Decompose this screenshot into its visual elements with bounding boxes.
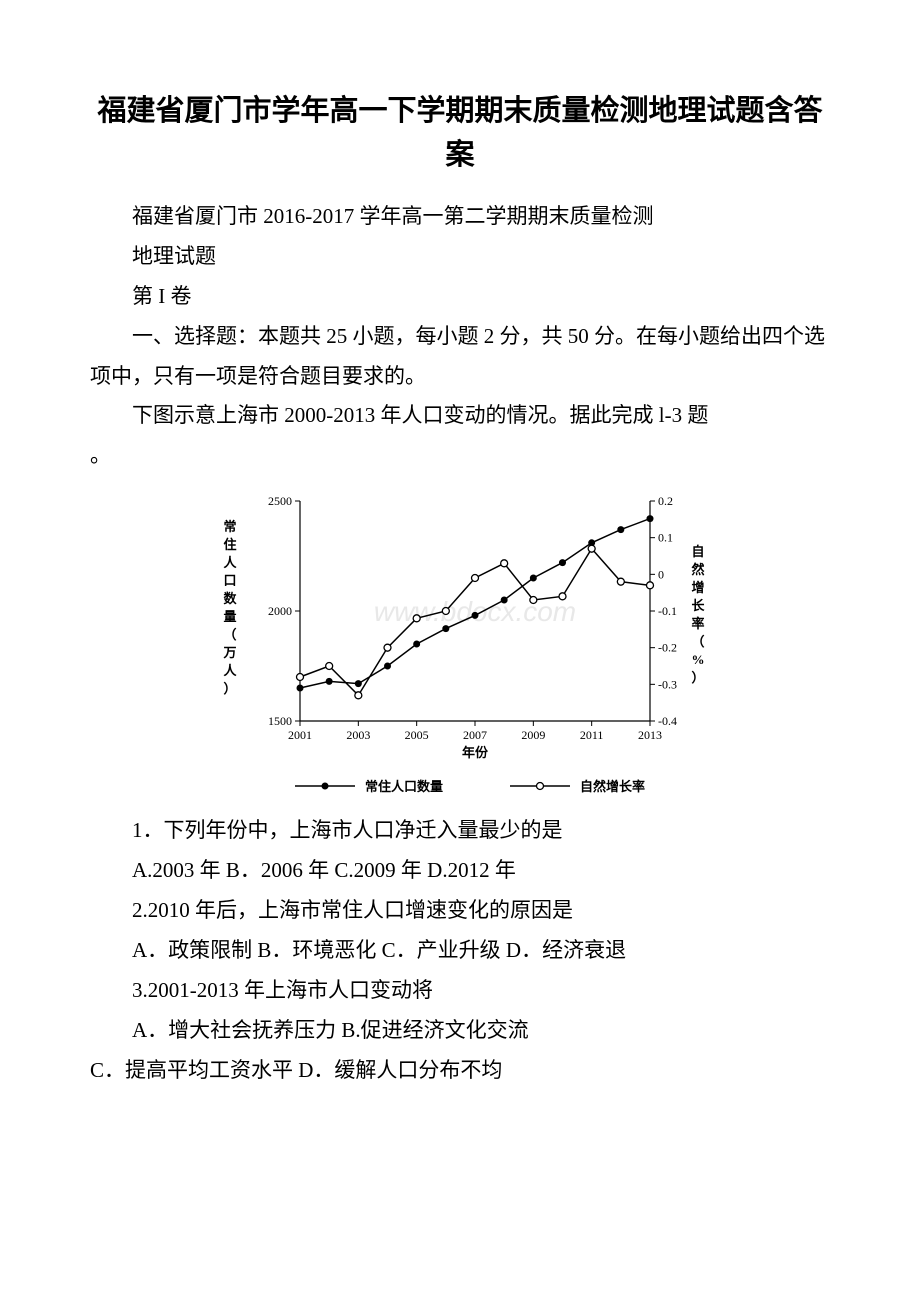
svg-text:常: 常: [223, 519, 236, 534]
svg-text:量: 量: [223, 609, 236, 624]
svg-text:年份: 年份: [462, 745, 489, 760]
svg-text:然: 然: [691, 562, 704, 577]
document-title: 福建省厦门市学年高一下学期期末质量检测地理试题含答案: [90, 90, 830, 177]
svg-text:人: 人: [223, 555, 237, 570]
svg-text:-0.2: -0.2: [658, 641, 677, 655]
svg-text:2500: 2500: [268, 494, 292, 508]
svg-text:）: ）: [223, 681, 236, 696]
svg-text:2007: 2007: [463, 728, 487, 742]
question-3-options-2: C．提高平均工资水平 D．缓解人口分布不均: [90, 1051, 830, 1091]
question-1: 1．下列年份中，上海市人口净迁入量最少的是: [90, 811, 830, 851]
svg-text:率: 率: [691, 616, 704, 631]
svg-text:2011: 2011: [580, 728, 604, 742]
svg-text:0.1: 0.1: [658, 531, 673, 545]
svg-text:（: （: [223, 627, 236, 642]
svg-text:万: 万: [222, 645, 236, 660]
svg-text:-0.3: -0.3: [658, 678, 677, 692]
question-2-options: A．政策限制 B．环境恶化 C．产业升级 D．经济衰退: [90, 931, 830, 971]
question-1-options: A.2003 年 B．2006 年 C.2009 年 D.2012 年: [90, 851, 830, 891]
svg-text:长: 长: [691, 598, 705, 613]
svg-text:数: 数: [223, 591, 237, 606]
paragraph-5b: 。: [90, 436, 830, 476]
svg-text:常住人口数量: 常住人口数量: [365, 779, 443, 794]
svg-text:）: ）: [691, 670, 704, 685]
svg-text:1500: 1500: [268, 714, 292, 728]
question-2: 2.2010 年后，上海市常住人口增速变化的原因是: [90, 891, 830, 931]
svg-text:0: 0: [658, 568, 664, 582]
svg-text:-0.4: -0.4: [658, 714, 677, 728]
paragraph-2: 地理试题: [90, 237, 830, 277]
svg-text:2009: 2009: [521, 728, 545, 742]
svg-text:2001: 2001: [288, 728, 312, 742]
question-3-options-1: A．增大社会抚养压力 B.促进经济文化交流: [90, 1011, 830, 1051]
paragraph-5: 下图示意上海市 2000-2013 年人口变动的情况。据此完成 l-3 题: [90, 396, 830, 436]
svg-text:-0.1: -0.1: [658, 604, 677, 618]
paragraph-1: 福建省厦门市 2016-2017 学年高一第二学期期末质量检测: [90, 197, 830, 237]
question-3: 3.2001-2013 年上海市人口变动将: [90, 971, 830, 1011]
svg-text:（: （: [691, 634, 704, 649]
paragraph-3: 第 I 卷: [90, 277, 830, 317]
svg-text:自然增长率: 自然增长率: [580, 779, 645, 794]
svg-text:自: 自: [691, 544, 704, 559]
svg-text:2000: 2000: [268, 604, 292, 618]
paragraph-4: 一、选择题：本题共 25 小题，每小题 2 分，共 50 分。在每小题给出四个选…: [90, 317, 830, 397]
svg-text:2003: 2003: [346, 728, 370, 742]
population-chart: www.bdocx.com 1500 2000 2500 -0.4 -0.3 -0.2 -0.…: [210, 486, 710, 796]
svg-text:0.2: 0.2: [658, 494, 673, 508]
chart-container: www.bdocx.com 1500 2000 2500 -0.4 -0.3 -0.2 -0.…: [90, 486, 830, 796]
svg-text:口: 口: [223, 573, 236, 588]
svg-text:www.bdocx.com: www.bdocx.com: [374, 596, 576, 627]
svg-text:住: 住: [223, 537, 236, 552]
svg-text:人: 人: [223, 663, 237, 678]
svg-text:增: 增: [691, 580, 704, 595]
svg-text:2005: 2005: [405, 728, 429, 742]
svg-text:%: %: [692, 652, 705, 667]
svg-text:2013: 2013: [638, 728, 662, 742]
